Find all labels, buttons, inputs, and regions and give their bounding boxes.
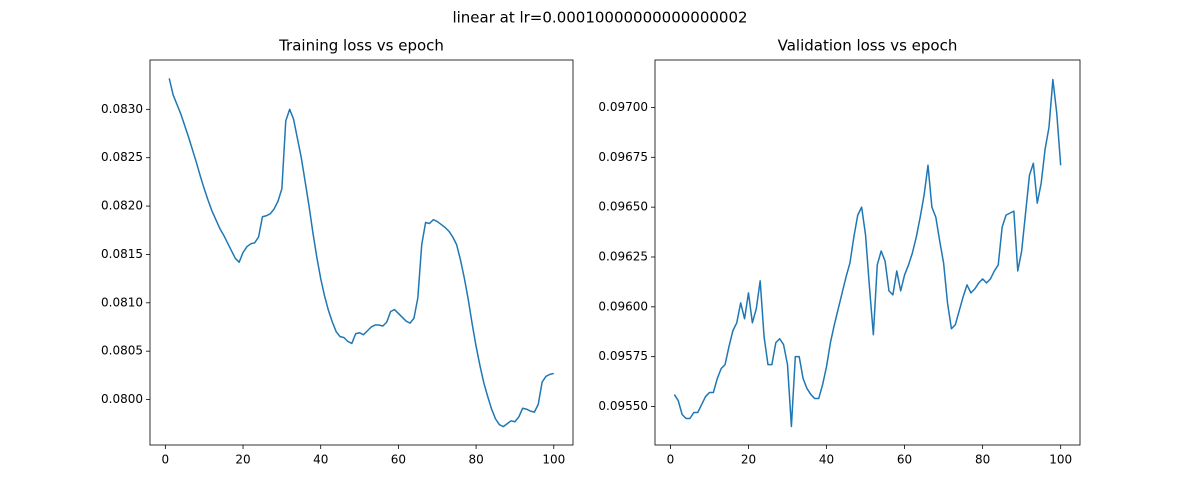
- y-tick-label: 0.0830: [101, 102, 143, 116]
- x-tick-label: 40: [819, 453, 834, 467]
- subplot-title: Validation loss vs epoch: [778, 37, 958, 55]
- data-line: [673, 78, 1062, 428]
- x-tick-label: 80: [975, 453, 990, 467]
- x-tick-label: 60: [897, 453, 912, 467]
- y-tick-label: 0.09650: [598, 200, 648, 214]
- y-tick-label: 0.0805: [101, 344, 143, 358]
- x-tick-label: 60: [391, 453, 406, 467]
- x-tick-label: 0: [667, 453, 675, 467]
- y-tick-label: 0.0800: [101, 392, 143, 406]
- x-tick-label: 0: [162, 453, 170, 467]
- y-tick-label: 0.0815: [101, 247, 143, 261]
- y-tick-label: 0.09550: [598, 399, 648, 413]
- axes-frame: [149, 59, 574, 446]
- figure-title: linear at lr=0.00010000000000000002: [452, 9, 747, 27]
- x-tick-label: 100: [542, 453, 565, 467]
- subplot-title: Training loss vs epoch: [278, 37, 444, 55]
- y-tick-label: 0.09600: [598, 299, 648, 313]
- y-tick-label: 0.0825: [101, 150, 143, 164]
- x-tick-label: 40: [313, 453, 328, 467]
- data-line: [168, 78, 554, 428]
- y-tick-label: 0.09625: [598, 249, 648, 263]
- x-tick-label: 20: [235, 453, 250, 467]
- y-tick-label: 0.0820: [101, 199, 143, 213]
- y-tick-label: 0.09575: [598, 349, 648, 363]
- x-tick-label: 20: [741, 453, 756, 467]
- x-tick-label: 100: [1049, 453, 1072, 467]
- y-tick-label: 0.0810: [101, 295, 143, 309]
- axes-frame: [654, 59, 1081, 446]
- x-tick-label: 80: [468, 453, 483, 467]
- y-tick-label: 0.09700: [598, 100, 648, 114]
- y-tick-label: 0.09675: [598, 150, 648, 164]
